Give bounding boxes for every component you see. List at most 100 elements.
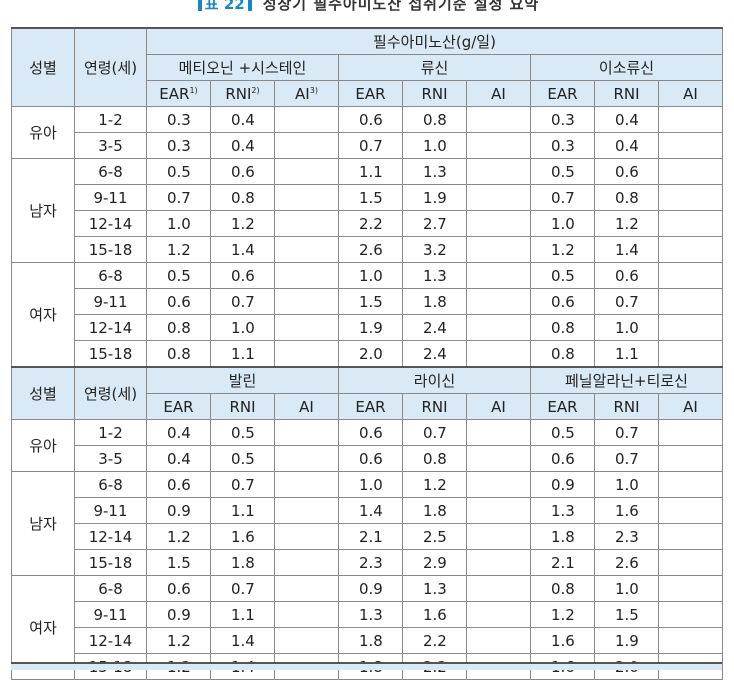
value-cell: 1.2	[402, 471, 467, 498]
value-cell	[658, 210, 723, 237]
value-cell: 0.7	[530, 184, 595, 211]
value-cell	[274, 158, 339, 185]
value-cell	[274, 314, 339, 341]
value-cell: 0.3	[530, 106, 595, 133]
value-cell: 0.9	[338, 575, 403, 602]
value-cell: 1.2	[594, 210, 659, 237]
value-cell: 0.8	[402, 445, 467, 472]
rni-header: RNI2)	[210, 80, 275, 107]
rni-header: RNI	[402, 80, 467, 107]
ear-header: EAR	[530, 80, 595, 107]
value-cell: 1.5	[594, 601, 659, 628]
age-cell: 6-8	[74, 471, 147, 498]
value-cell: 0.5	[530, 262, 595, 289]
value-cell: 0.6	[530, 288, 595, 315]
rni-label: RNI	[613, 84, 640, 103]
value-cell	[466, 236, 531, 263]
age-cell: 3-5	[74, 445, 147, 472]
ear-header: EAR	[338, 80, 403, 107]
value-cell	[274, 575, 339, 602]
value-cell: 0.7	[210, 471, 275, 498]
age-cell: 15-18	[74, 549, 147, 576]
value-cell: 0.5	[530, 158, 595, 185]
sex-cell: 남자	[11, 158, 75, 263]
value-cell	[658, 575, 723, 602]
value-cell	[274, 601, 339, 628]
ai-header: AI	[658, 393, 723, 420]
value-cell: 1.0	[210, 314, 275, 341]
ai-label: AI	[491, 84, 506, 103]
age-cell: 9-11	[74, 497, 147, 524]
value-cell	[274, 523, 339, 550]
age-cell: 6-8	[74, 262, 147, 289]
value-cell	[658, 314, 723, 341]
value-cell	[274, 340, 339, 368]
amino-acid-table: 성별 연령(세) 필수아미노산(g/일) 메티오닌 +시스테인 류신 이소류신 EAR1) R…	[11, 27, 723, 680]
metric-header-row: EAR RNI AI EAR RNI AI EAR RNI AI	[12, 393, 723, 420]
age-cell: 3-5	[74, 132, 147, 159]
ai-header: AI	[658, 80, 723, 107]
value-cell: 1.5	[338, 184, 403, 211]
rni-header: RNI	[210, 393, 275, 420]
ear-header: EAR	[530, 393, 595, 420]
value-cell: 1.0	[530, 210, 595, 237]
value-cell	[466, 497, 531, 524]
value-cell: 0.5	[146, 262, 211, 289]
value-cell: 1.1	[210, 497, 275, 524]
value-cell: 0.8	[594, 184, 659, 211]
ear-label: EAR	[547, 397, 578, 416]
value-cell	[466, 471, 531, 498]
value-cell	[466, 158, 531, 185]
value-cell: 0.4	[210, 132, 275, 159]
ai-label: AI	[683, 397, 698, 416]
value-cell: 1.3	[530, 497, 595, 524]
value-cell: 1.0	[594, 575, 659, 602]
value-cell	[658, 419, 723, 446]
value-cell: 0.3	[146, 132, 211, 159]
value-cell: 1.1	[210, 340, 275, 368]
value-cell: 0.6	[146, 288, 211, 315]
ai-footnote-marker: 3)	[309, 85, 318, 95]
age-header: 연령(세)	[74, 27, 147, 107]
table-row: 9-11 0.9 1.1 1.3 1.6 1.2 1.5	[12, 601, 723, 628]
value-cell: 2.2	[338, 210, 403, 237]
value-cell: 0.9	[146, 601, 211, 628]
value-cell	[658, 106, 723, 133]
value-cell	[466, 184, 531, 211]
sex-header: 성별	[11, 366, 75, 420]
table-row: 여자 6-8 0.5 0.6 1.0 1.3 0.5 0.6	[11, 262, 723, 368]
section-header-row: 성별 연령(세) 발린 라이신 페닐알라닌+티로신	[11, 366, 723, 420]
ai-header: AI3)	[274, 80, 339, 107]
value-cell: 1.3	[402, 262, 467, 289]
value-cell: 0.6	[594, 158, 659, 185]
value-cell	[466, 601, 531, 628]
value-cell	[274, 288, 339, 315]
age-cell: 9-11	[74, 184, 147, 211]
value-cell: 0.7	[594, 419, 659, 446]
value-cell	[658, 627, 723, 654]
value-cell	[658, 523, 723, 550]
value-cell	[658, 549, 723, 576]
value-cell: 0.8	[402, 106, 467, 133]
table-row: 남자 6-8 0.6 0.7 1.0 1.2 0.9 1.0	[11, 471, 723, 576]
ai-label: AI	[491, 397, 506, 416]
value-cell: 1.9	[594, 627, 659, 654]
value-cell: 1.0	[338, 262, 403, 289]
group-header: 필수아미노산(g/일)	[146, 27, 723, 55]
value-cell: 0.5	[530, 419, 595, 446]
age-cell: 12-14	[74, 627, 147, 654]
value-cell: 2.7	[402, 210, 467, 237]
value-cell: 1.2	[530, 236, 595, 263]
value-cell: 0.4	[210, 106, 275, 133]
value-cell: 0.5	[210, 419, 275, 446]
value-cell	[466, 210, 531, 237]
value-cell: 0.6	[338, 445, 403, 472]
table-row: 15-18 0.8 1.1 2.0 2.4 0.8 1.1	[12, 340, 723, 368]
value-cell: 1.5	[146, 549, 211, 576]
value-cell: 0.6	[210, 262, 275, 289]
ear-header: EAR	[338, 393, 403, 420]
value-cell	[466, 288, 531, 315]
age-cell: 15-18	[74, 340, 147, 368]
value-cell: 2.6	[594, 549, 659, 576]
value-cell: 1.8	[402, 288, 467, 315]
